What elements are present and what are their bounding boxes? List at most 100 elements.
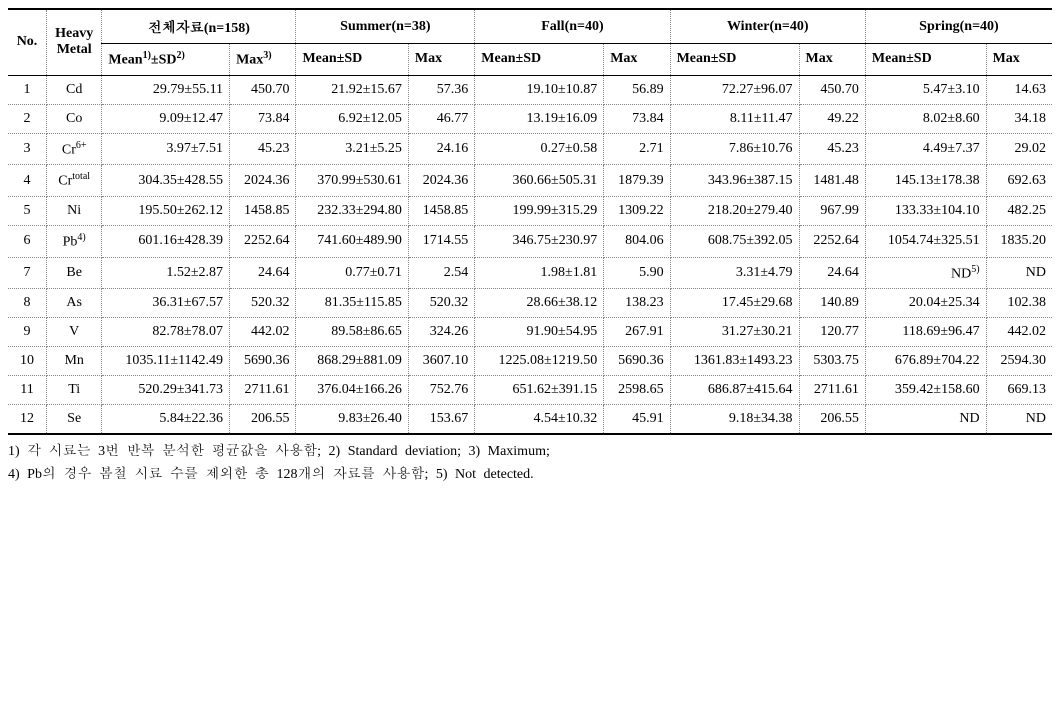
cell-no: 9 [8,318,47,347]
cell-mean: 3.97±7.51 [102,133,230,165]
col-mean-4: Mean±SD [865,44,986,76]
cell-max: 2024.36 [230,165,296,197]
cell-max: 153.67 [408,405,474,435]
cell-mean: ND5) [865,257,986,289]
cell-max: 1879.39 [604,165,670,197]
cell-max: 73.84 [604,104,670,133]
cell-max: 57.36 [408,75,474,104]
cell-metal: Co [47,104,102,133]
cell-mean: 359.42±158.60 [865,376,986,405]
col-max-0: Max3) [230,44,296,76]
cell-no: 3 [8,133,47,165]
cell-max: 482.25 [986,196,1052,225]
cell-max: 45.23 [230,133,296,165]
cell-mean: 72.27±96.07 [670,75,799,104]
cell-mean: 3.31±4.79 [670,257,799,289]
cell-max: 1481.48 [799,165,865,197]
cell-max: 29.02 [986,133,1052,165]
cell-max: 442.02 [986,318,1052,347]
cell-max: 2711.61 [230,376,296,405]
cell-no: 6 [8,225,47,257]
cell-mean: 8.02±8.60 [865,104,986,133]
table-row: 8As36.31±67.57520.3281.35±115.85520.3228… [8,289,1052,318]
heavy-metal-table: No. HeavyMetal 전체자료(n=158) Summer(n=38) … [8,8,1052,435]
cell-mean: 145.13±178.38 [865,165,986,197]
col-max-4: Max [986,44,1052,76]
cell-mean: 1361.83±1493.23 [670,347,799,376]
footnote-line-1: 1) 각 시료는 3번 반복 분석한 평균값을 사용함; 2) Standard… [8,441,1052,463]
cell-max: 3607.10 [408,347,474,376]
cell-mean: 608.75±392.05 [670,225,799,257]
cell-mean: 199.99±315.29 [475,196,604,225]
col-mean-2: Mean±SD [475,44,604,76]
cell-metal: Ni [47,196,102,225]
col-mean-3: Mean±SD [670,44,799,76]
table-row: 3Cr6+3.97±7.5145.233.21±5.2524.160.27±0.… [8,133,1052,165]
cell-max: 1458.85 [408,196,474,225]
cell-mean: 376.04±166.26 [296,376,408,405]
cell-mean: 370.99±530.61 [296,165,408,197]
table-row: 10Mn1035.11±1142.495690.36868.29±881.093… [8,347,1052,376]
col-group-4: Spring(n=40) [865,9,1052,44]
cell-max: 692.63 [986,165,1052,197]
cell-no: 1 [8,75,47,104]
cell-max: 324.26 [408,318,474,347]
cell-max: 24.16 [408,133,474,165]
col-max-3: Max [799,44,865,76]
cell-metal: Cr6+ [47,133,102,165]
cell-metal: Ti [47,376,102,405]
cell-mean: 1.52±2.87 [102,257,230,289]
cell-no: 2 [8,104,47,133]
cell-max: 520.32 [230,289,296,318]
cell-mean: 346.75±230.97 [475,225,604,257]
cell-max: 138.23 [604,289,670,318]
footnotes: 1) 각 시료는 3번 반복 분석한 평균값을 사용함; 2) Standard… [8,441,1052,486]
cell-max: 5690.36 [230,347,296,376]
cell-mean: 31.27±30.21 [670,318,799,347]
cell-max: 5.90 [604,257,670,289]
cell-no: 8 [8,289,47,318]
cell-mean: 676.89±704.22 [865,347,986,376]
cell-max: 206.55 [230,405,296,435]
cell-mean: 20.04±25.34 [865,289,986,318]
cell-max: 450.70 [230,75,296,104]
cell-max: ND [986,257,1052,289]
cell-no: 10 [8,347,47,376]
col-mean-0: Mean1)±SD2) [102,44,230,76]
cell-metal: As [47,289,102,318]
cell-mean: 19.10±10.87 [475,75,604,104]
cell-mean: 9.09±12.47 [102,104,230,133]
cell-mean: 28.66±38.12 [475,289,604,318]
table-row: 7Be1.52±2.8724.640.77±0.712.541.98±1.815… [8,257,1052,289]
cell-mean: 9.18±34.38 [670,405,799,435]
cell-no: 7 [8,257,47,289]
cell-max: 56.89 [604,75,670,104]
cell-mean: 232.33±294.80 [296,196,408,225]
cell-mean: 36.31±67.57 [102,289,230,318]
cell-mean: 686.87±415.64 [670,376,799,405]
cell-max: 2024.36 [408,165,474,197]
cell-mean: 9.83±26.40 [296,405,408,435]
cell-max: 24.64 [799,257,865,289]
cell-mean: 741.60±489.90 [296,225,408,257]
cell-mean: 1054.74±325.51 [865,225,986,257]
cell-mean: 1.98±1.81 [475,257,604,289]
cell-max: 102.38 [986,289,1052,318]
cell-metal: Se [47,405,102,435]
cell-max: 1714.55 [408,225,474,257]
cell-max: 967.99 [799,196,865,225]
col-metal: HeavyMetal [47,9,102,75]
footnote-line-2: 4) Pb의 경우 봄철 시료 수를 제외한 총 128개의 자료를 사용함; … [8,464,1052,486]
cell-mean: 520.29±341.73 [102,376,230,405]
col-group-2: Fall(n=40) [475,9,670,44]
cell-mean: 651.62±391.15 [475,376,604,405]
cell-max: 14.63 [986,75,1052,104]
cell-mean: 89.58±86.65 [296,318,408,347]
col-max-2: Max [604,44,670,76]
cell-max: 45.91 [604,405,670,435]
table-row: 1Cd29.79±55.11450.7021.92±15.6757.3619.1… [8,75,1052,104]
col-group-0: 전체자료(n=158) [102,9,296,44]
cell-max: 520.32 [408,289,474,318]
table-row: 11Ti520.29±341.732711.61376.04±166.26752… [8,376,1052,405]
cell-mean: 218.20±279.40 [670,196,799,225]
